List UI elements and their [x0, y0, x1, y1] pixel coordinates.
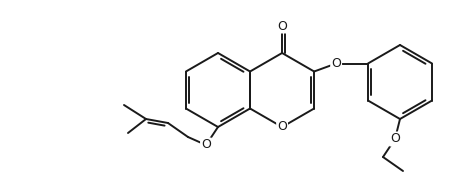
Text: O: O [390, 133, 400, 146]
Text: O: O [331, 57, 341, 70]
Text: O: O [277, 20, 287, 33]
Text: O: O [277, 120, 287, 133]
Text: O: O [201, 139, 211, 152]
